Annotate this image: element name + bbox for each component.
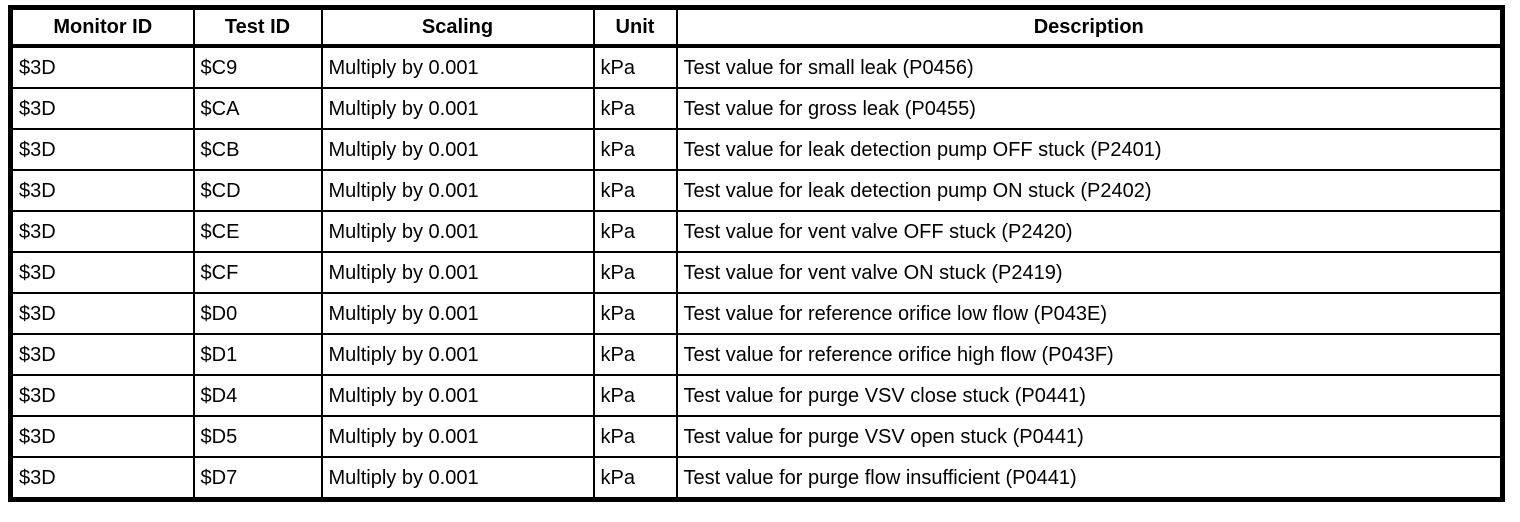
table-row: $3D $CE Multiply by 0.001 kPa Test value for… <box>9 210 1504 253</box>
cell-description: Test value for small leak (P0456) <box>675 45 1504 89</box>
cell-unit: kPa <box>592 87 678 130</box>
cell-scaling: Multiply by 0.001 <box>320 456 595 501</box>
cell-scaling: Multiply by 0.001 <box>320 251 595 294</box>
table-row: $3D $D7 Multiply by 0.001 kPa Test value for… <box>9 456 1504 501</box>
cell-description: Test value for purge flow insufficient (… <box>675 456 1504 501</box>
cell-monitor-id: $3D <box>9 128 195 171</box>
cell-scaling: Multiply by 0.001 <box>320 292 595 335</box>
cell-scaling: Multiply by 0.001 <box>320 210 595 253</box>
cell-description: Test value for reference orifice high fl… <box>675 333 1504 376</box>
cell-scaling: Multiply by 0.001 <box>320 169 595 212</box>
cell-monitor-id: $3D <box>9 87 195 130</box>
cell-monitor-id: $3D <box>9 374 195 417</box>
monitor-test-id-table: Monitor ID Test ID Scaling Unit Descript… <box>8 5 1505 502</box>
cell-unit: kPa <box>592 333 678 376</box>
column-header-scaling: Scaling <box>320 6 595 48</box>
cell-description: Test value for reference orifice low flo… <box>675 292 1504 335</box>
cell-description: Test value for vent valve OFF stuck (P24… <box>675 210 1504 253</box>
cell-unit: kPa <box>592 169 678 212</box>
cell-scaling: Multiply by 0.001 <box>320 374 595 417</box>
cell-monitor-id: $3D <box>9 292 195 335</box>
cell-test-id: $C9 <box>192 45 323 89</box>
cell-scaling: Multiply by 0.001 <box>320 333 595 376</box>
cell-test-id: $D5 <box>192 415 323 458</box>
cell-test-id: $D4 <box>192 374 323 417</box>
cell-monitor-id: $3D <box>9 456 195 501</box>
column-header-unit: Unit <box>592 6 678 48</box>
cell-description: Test value for purge VSV open stuck (P04… <box>675 415 1504 458</box>
table-row: $3D $CF Multiply by 0.001 kPa Test value for… <box>9 251 1504 294</box>
column-header-monitor-id: Monitor ID <box>9 6 195 48</box>
cell-monitor-id: $3D <box>9 251 195 294</box>
cell-description: Test value for vent valve ON stuck (P241… <box>675 251 1504 294</box>
cell-monitor-id: $3D <box>9 45 195 89</box>
cell-test-id: $CD <box>192 169 323 212</box>
cell-description: Test value for leak detection pump OFF s… <box>675 128 1504 171</box>
cell-test-id: $CE <box>192 210 323 253</box>
table-row: $3D $D5 Multiply by 0.001 kPa Test value for… <box>9 415 1504 458</box>
cell-test-id: $CB <box>192 128 323 171</box>
cell-unit: kPa <box>592 292 678 335</box>
table-row: $3D $CA Multiply by 0.001 kPa Test value for… <box>9 87 1504 130</box>
cell-scaling: Multiply by 0.001 <box>320 87 595 130</box>
cell-test-id: $D0 <box>192 292 323 335</box>
column-header-test-id: Test ID <box>192 6 323 48</box>
cell-unit: kPa <box>592 128 678 171</box>
cell-scaling: Multiply by 0.001 <box>320 45 595 89</box>
cell-description: Test value for leak detection pump ON st… <box>675 169 1504 212</box>
cell-unit: kPa <box>592 456 678 501</box>
table-row: $3D $D0 Multiply by 0.001 kPa Test value for… <box>9 292 1504 335</box>
column-header-description: Description <box>675 6 1504 48</box>
cell-test-id: $CA <box>192 87 323 130</box>
cell-unit: kPa <box>592 251 678 294</box>
cell-test-id: $CF <box>192 251 323 294</box>
cell-monitor-id: $3D <box>9 169 195 212</box>
cell-unit: kPa <box>592 210 678 253</box>
table-row: $3D $D1 Multiply by 0.001 kPa Test value for… <box>9 333 1504 376</box>
cell-test-id: $D7 <box>192 456 323 501</box>
table-row: $3D $C9 Multiply by 0.001 kPa Test value for… <box>9 45 1504 89</box>
cell-monitor-id: $3D <box>9 333 195 376</box>
table-row: $3D $CB Multiply by 0.001 kPa Test value for… <box>9 128 1504 171</box>
table-row: $3D $D4 Multiply by 0.001 kPa Test value for… <box>9 374 1504 417</box>
cell-unit: kPa <box>592 45 678 89</box>
cell-monitor-id: $3D <box>9 415 195 458</box>
cell-description: Test value for gross leak (P0455) <box>675 87 1504 130</box>
cell-scaling: Multiply by 0.001 <box>320 128 595 171</box>
cell-description: Test value for purge VSV close stuck (P0… <box>675 374 1504 417</box>
cell-monitor-id: $3D <box>9 210 195 253</box>
header-row: Monitor ID Test ID Scaling Unit Descript… <box>9 6 1504 48</box>
cell-scaling: Multiply by 0.001 <box>320 415 595 458</box>
cell-unit: kPa <box>592 415 678 458</box>
cell-unit: kPa <box>592 374 678 417</box>
table-row: $3D $CD Multiply by 0.001 kPa Test value for… <box>9 169 1504 212</box>
cell-test-id: $D1 <box>192 333 323 376</box>
